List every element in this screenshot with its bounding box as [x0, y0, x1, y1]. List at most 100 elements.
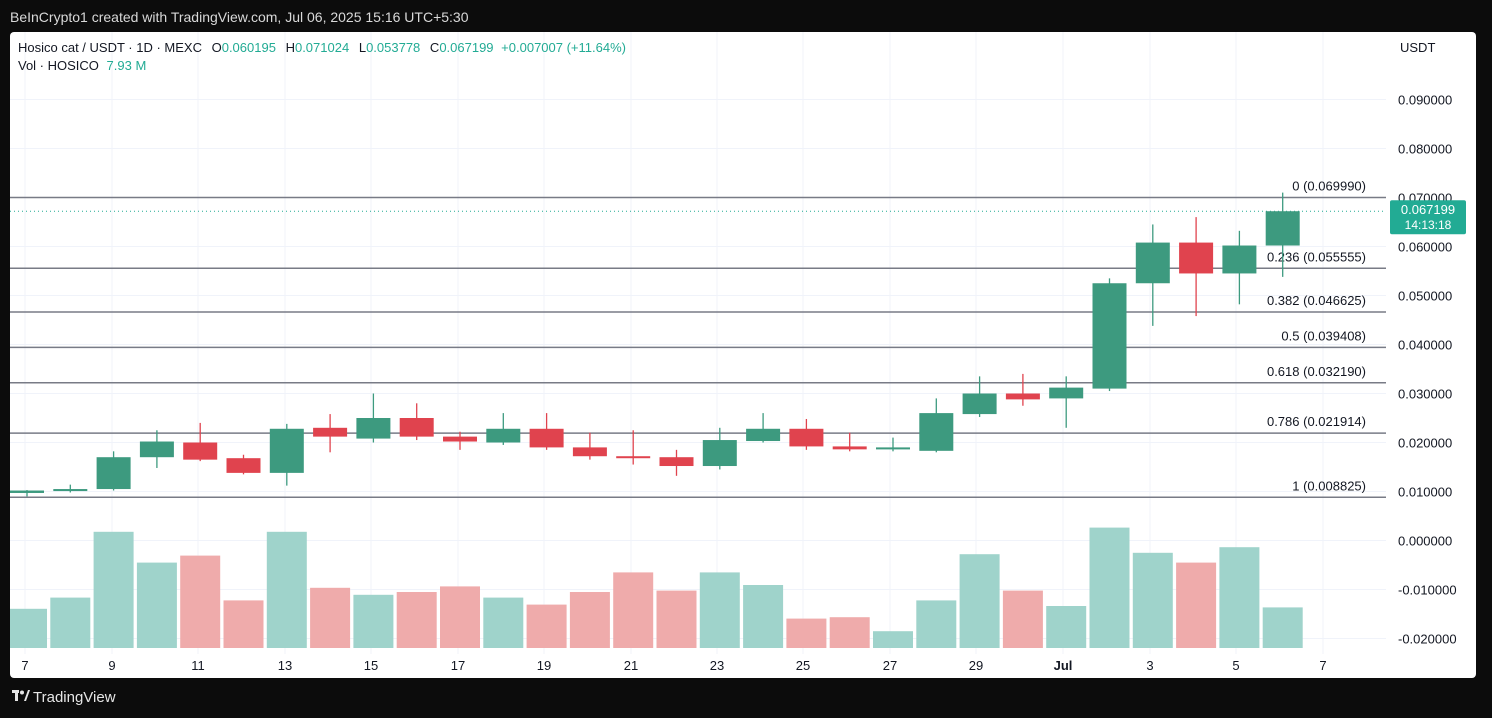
- candle-body: [443, 436, 477, 442]
- candle-body: [789, 428, 824, 447]
- candle-body: [746, 428, 781, 442]
- attribution-bar: BeInCrypto1 created with TradingView.com…: [0, 0, 1492, 32]
- y-axis-tick-label: 0.000000: [1398, 534, 1452, 549]
- volume-bar: [1089, 527, 1130, 648]
- candle-body: [486, 428, 521, 443]
- y-axis-tick-label: 0.040000: [1398, 338, 1452, 353]
- volume-bar: [310, 587, 351, 648]
- open-value: 0.060195: [221, 40, 276, 55]
- candle-body: [1135, 242, 1170, 284]
- currency-label[interactable]: USDT: [1400, 40, 1436, 55]
- candle-body: [616, 456, 651, 459]
- candle-body: [1005, 393, 1040, 400]
- volume-bar: [829, 617, 870, 648]
- open-key: O: [211, 40, 222, 55]
- tradingview-logo-icon[interactable]: [12, 690, 30, 702]
- x-axis-tick-label: 17: [451, 658, 465, 673]
- volume-bar: [483, 597, 524, 648]
- x-axis-tick-label: 19: [537, 658, 551, 673]
- y-axis-tick-label: 0.060000: [1398, 240, 1452, 255]
- y-axis-tick-label: 0.010000: [1398, 485, 1452, 500]
- volume-bar: [786, 618, 827, 648]
- volume-row: Vol · HOSICO 7.93 M: [18, 57, 626, 75]
- symbol-label[interactable]: Hosico cat / USDT · 1D · MEXC: [18, 40, 202, 55]
- fib-level-label: 0 (0.069990): [1292, 179, 1366, 194]
- volume-bar: [1002, 590, 1043, 648]
- candle-body: [1092, 283, 1127, 389]
- volume-bar: [266, 531, 307, 648]
- volume-bar: [10, 608, 47, 648]
- y-axis-tick-label: 0.050000: [1398, 289, 1452, 304]
- volume-bar: [873, 631, 913, 648]
- candle-body: [529, 428, 564, 448]
- volume-bar: [440, 586, 480, 648]
- x-axis-tick-label: 9: [108, 658, 115, 673]
- high-key: H: [285, 40, 295, 55]
- candle-body: [1049, 387, 1084, 399]
- volume-bar: [1046, 606, 1087, 648]
- candle-body: [96, 457, 131, 490]
- volume-bar: [1176, 562, 1217, 648]
- x-axis-tick-label: 25: [796, 658, 810, 673]
- volume-bar: [50, 597, 91, 648]
- volume-bar: [353, 594, 394, 648]
- y-axis-tick-label: -0.020000: [1398, 632, 1457, 647]
- low-value: 0.053778: [366, 40, 421, 55]
- x-axis-tick-label: 7: [21, 658, 28, 673]
- x-axis-tick-label: 5: [1232, 658, 1239, 673]
- candle-body: [832, 446, 867, 450]
- y-axis-tick-label: 0.030000: [1398, 387, 1452, 402]
- chart-panel[interactable]: 0 (0.069990) 0.236 (0.055555) 0.382 (0.046…: [10, 32, 1476, 678]
- brand-name[interactable]: TradingView: [33, 689, 116, 706]
- ohlc-row: Hosico cat / USDT · 1D · MEXC O0.060195 …: [18, 39, 626, 57]
- candle-body: [139, 441, 174, 458]
- volume-bar: [613, 572, 654, 648]
- volume-bar: [526, 604, 567, 648]
- volume-bar: [699, 572, 740, 648]
- candle-body: [53, 489, 88, 492]
- last-price-value: 0.067199: [1401, 202, 1455, 217]
- fib-level-label: 0.786 (0.021914): [1267, 414, 1366, 429]
- volume-bar: [656, 590, 697, 648]
- x-axis-tick-label: 7: [1319, 658, 1326, 673]
- x-axis-tick-label: 23: [710, 658, 724, 673]
- y-axis-tick-label: -0.010000: [1398, 583, 1457, 598]
- fib-level-label: 0.618 (0.032190): [1267, 364, 1366, 379]
- volume-bar: [223, 600, 264, 648]
- candle-body: [659, 457, 694, 467]
- candle-body: [313, 427, 348, 437]
- y-axis-tick-label: 0.080000: [1398, 142, 1452, 157]
- volume-bar: [1132, 552, 1173, 648]
- candle-body: [399, 418, 434, 437]
- x-axis-tick-label: 3: [1146, 658, 1153, 673]
- last-price-badge: [1390, 200, 1466, 235]
- attribution-text: BeInCrypto1 created with TradingView.com…: [10, 9, 469, 25]
- close-value: 0.067199: [439, 40, 494, 55]
- y-axis-tick-label: 0.020000: [1398, 436, 1452, 451]
- volume-bar: [93, 531, 134, 648]
- candle-body: [356, 418, 391, 439]
- candle-body: [572, 447, 607, 457]
- fib-level-label: 0.236 (0.055555): [1267, 249, 1366, 264]
- volume-label[interactable]: Vol · HOSICO: [18, 58, 99, 73]
- x-axis-tick-label: 11: [191, 658, 205, 673]
- candle-body: [1222, 245, 1257, 274]
- volume-bar: [569, 592, 610, 648]
- low-key: L: [358, 40, 367, 55]
- volume-bar: [743, 585, 784, 648]
- change-value: +0.007007 (+11.64%): [501, 40, 626, 55]
- volume-bar: [916, 600, 957, 648]
- candle-body: [919, 413, 954, 451]
- volume-bar: [959, 554, 1000, 648]
- x-axis-tick-label: 27: [883, 658, 897, 673]
- volume-bar: [396, 592, 437, 648]
- candle-body: [1179, 242, 1214, 274]
- close-key: C: [429, 40, 440, 55]
- x-axis-tick-label: 29: [969, 658, 983, 673]
- volume-bar: [136, 562, 177, 648]
- candle-body: [10, 490, 44, 493]
- price-chart[interactable]: 0 (0.069990) 0.236 (0.055555) 0.382 (0.046…: [10, 32, 1476, 678]
- volume-bar: [180, 555, 221, 648]
- high-value: 0.071024: [294, 40, 350, 55]
- candle-body: [962, 393, 997, 415]
